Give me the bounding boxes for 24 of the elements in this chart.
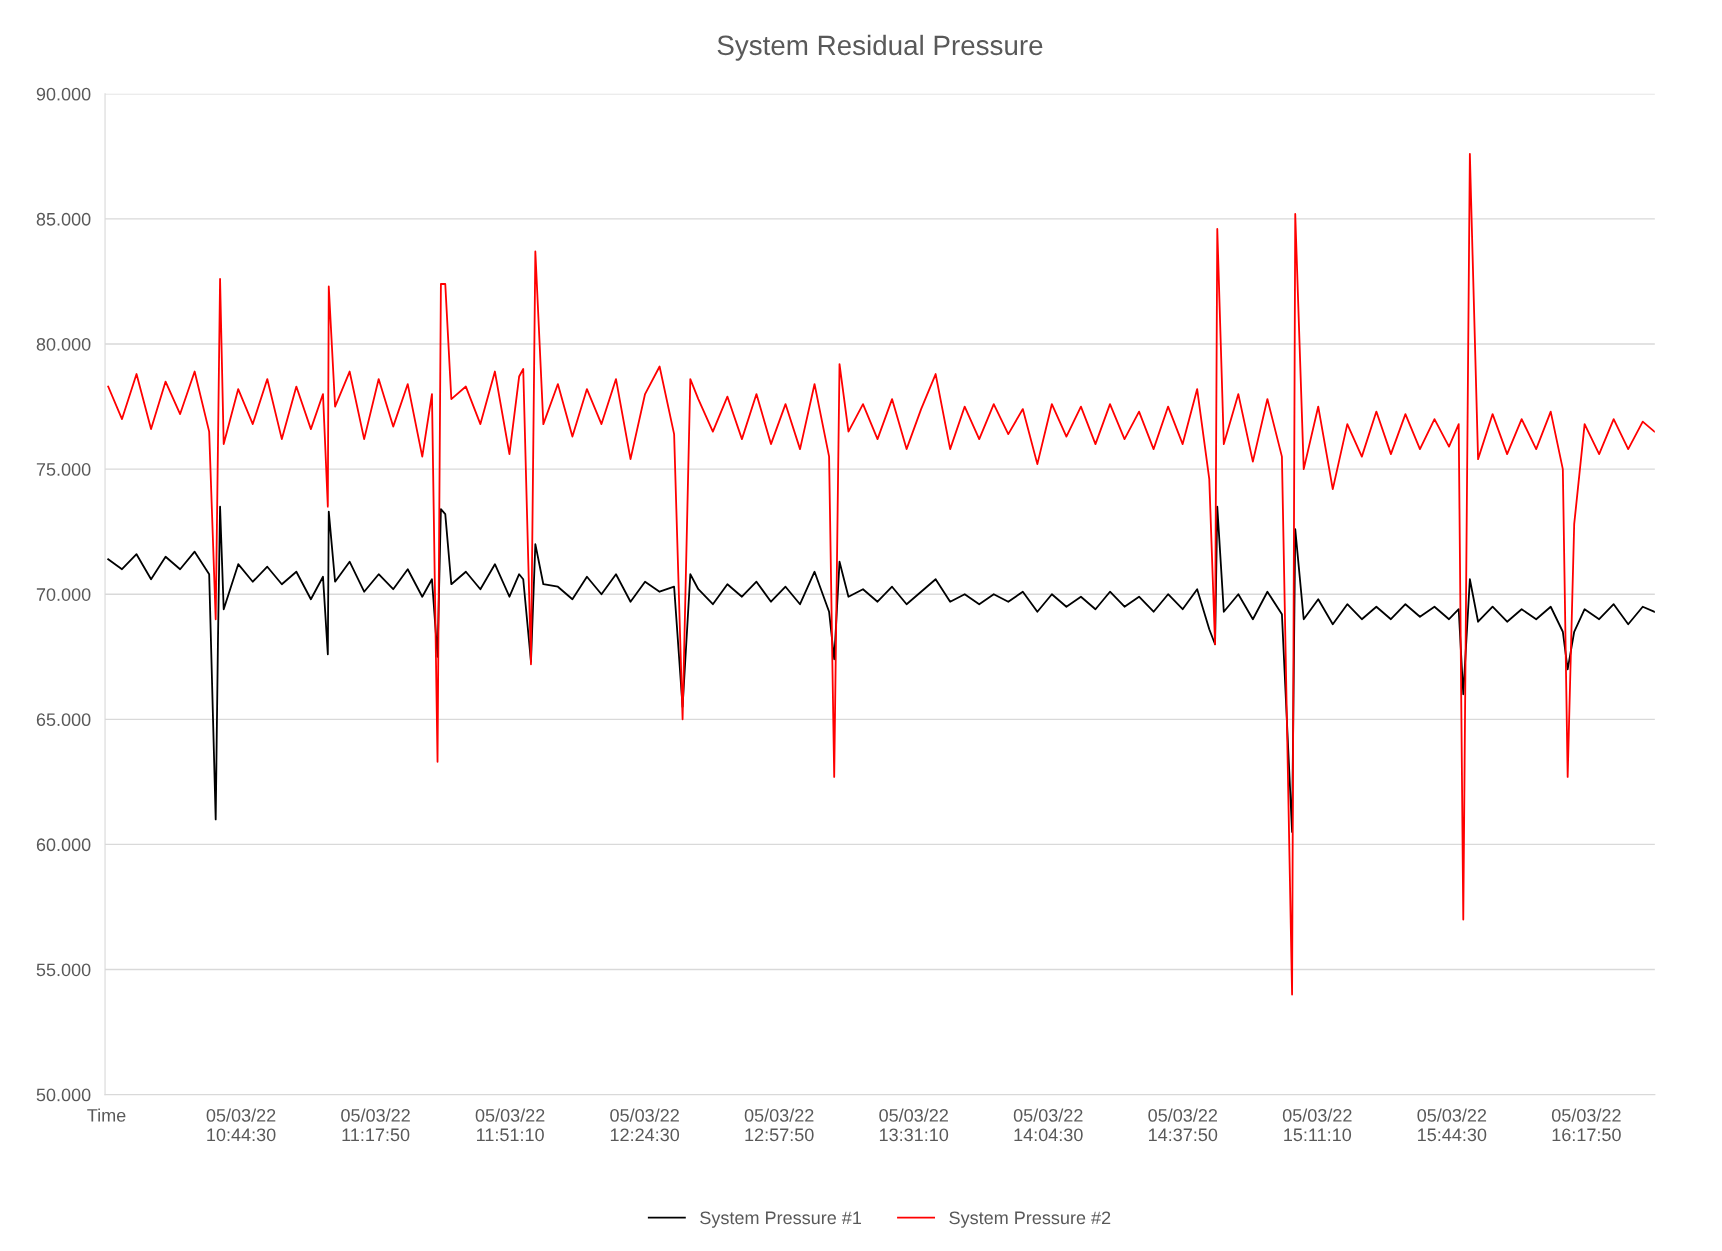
y-tick-label: 80.000 [36, 337, 91, 351]
x-tick-label: 05/03/22 12:24:30 [610, 1108, 680, 1142]
y-tick-label: 75.000 [36, 463, 91, 476]
y-tick-label: 85.000 [36, 212, 91, 226]
x-tick-label: 05/03/22 16:17:50 [1551, 1108, 1621, 1142]
x-tick-label: 05/03/22 14:37:50 [1148, 1108, 1218, 1142]
x-tick-label: 05/03/22 11:17:50 [341, 1108, 410, 1142]
x-tick-label: 05/03/22 10:44:30 [206, 1108, 276, 1142]
legend-label: System Pressure #2 [949, 1211, 1111, 1228]
y-tick-label: 50.000 [36, 1088, 91, 1102]
x-tick-label: 05/03/22 12:57:50 [744, 1108, 814, 1142]
y-tick-label: 65.000 [36, 713, 91, 727]
y-tick-label: 70.000 [36, 588, 91, 601]
y-tick-label: 60.000 [36, 838, 91, 852]
x-tick-label: 05/03/22 14:04:30 [1013, 1108, 1083, 1142]
x-tick-label: 05/03/22 15:44:30 [1417, 1108, 1487, 1142]
chart-title: System Residual Pressure [717, 34, 1043, 61]
x-tick-label: 05/03/22 11:51:10 [475, 1108, 545, 1142]
x-tick-label: 05/03/22 13:31:10 [879, 1108, 949, 1142]
legend-label: System Pressure #1 [700, 1211, 862, 1228]
y-tick-label: 55.000 [36, 963, 91, 977]
x-tick-label: 05/03/22 15:11:10 [1282, 1108, 1352, 1142]
y-tick-label: 90.000 [36, 87, 91, 101]
x-tick-label: Time [87, 1108, 126, 1122]
